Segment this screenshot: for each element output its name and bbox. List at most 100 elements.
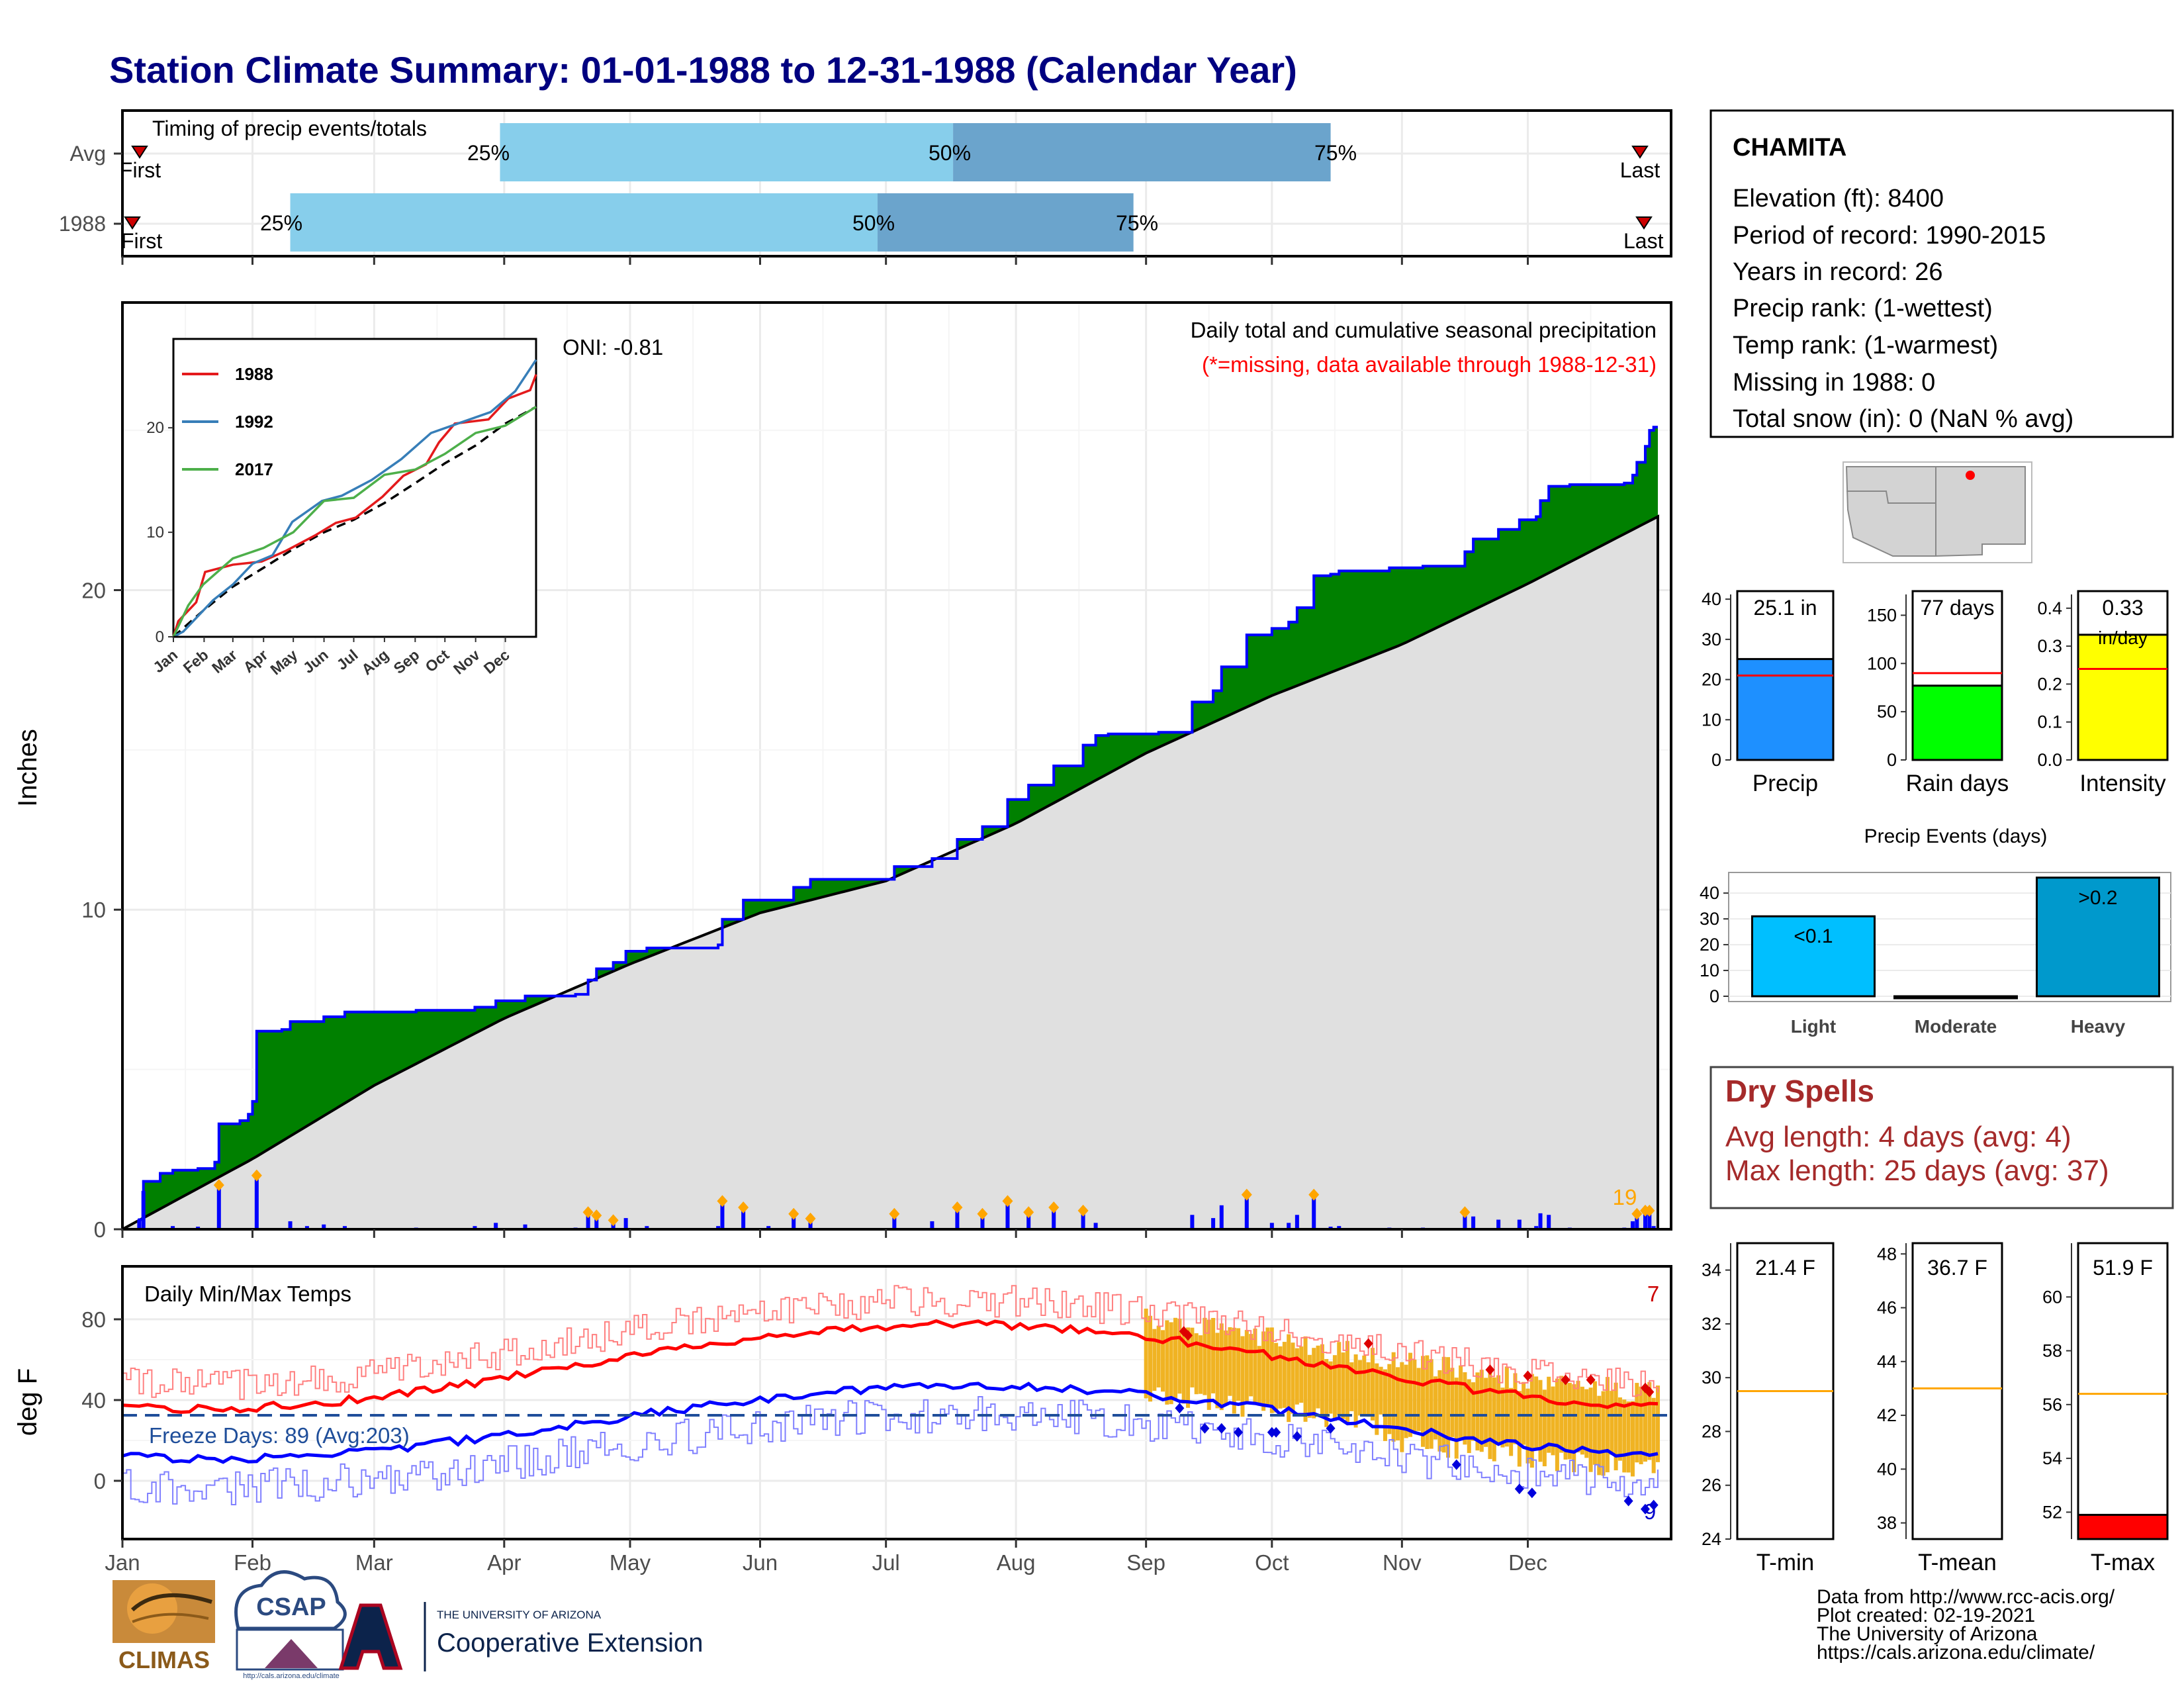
y-tick-label: 20 (81, 578, 106, 602)
temperature-anomaly-bar (1538, 1380, 1543, 1462)
temperature-anomaly-bar (1475, 1372, 1480, 1451)
record-low-marker (1451, 1459, 1461, 1470)
x-axis-month-labels: Jan Feb Mar Apr May Jun Jul Aug Sep Oct Nov Dec (105, 1539, 1547, 1575)
temp-bar-tick-label: 60 (2042, 1287, 2062, 1307)
temp-bar-tick-label: 30 (1702, 1368, 1721, 1387)
daily-precip-bar (1337, 1226, 1342, 1229)
temperature-anomaly-bar (1345, 1340, 1349, 1424)
temperature-anomaly-bar (1328, 1361, 1333, 1414)
temperature-anomaly-bar (1584, 1389, 1589, 1458)
mini-y-tick-label: 0.4 (2037, 598, 2062, 618)
temperature-anomaly-bar (1287, 1334, 1291, 1423)
temperature-anomaly-bar (1295, 1348, 1299, 1405)
temperature-anomaly-bar (1291, 1342, 1295, 1414)
university-of-arizona-logo: THE UNIVERSITY OF ARIZONA Cooperative Ex… (338, 1602, 703, 1671)
temp-bar-tick-label: 24 (1702, 1529, 1721, 1549)
month-label: May (610, 1550, 651, 1575)
temperature-anomaly-bar (1312, 1348, 1316, 1419)
station-location-dot (1966, 471, 1975, 480)
temp-bar-label: T-max (2091, 1550, 2156, 1575)
temperature-anomaly-bar (1437, 1370, 1442, 1452)
temperature-anomaly-bar (1412, 1359, 1417, 1433)
temp-bar-value-label: 36.7 F (1927, 1256, 1987, 1280)
dry-spells-title: Dry Spells (1725, 1074, 1874, 1108)
heavy-precip-marker (591, 1209, 602, 1222)
temperature-anomaly-bar (1165, 1320, 1169, 1405)
daily-precip-bar (1052, 1210, 1056, 1229)
mini-y-tick-label: 10 (1702, 710, 1721, 729)
record-low-marker (1292, 1430, 1302, 1442)
temperature-anomaly-bar (1572, 1384, 1576, 1473)
csap-wordmark: CSAP (256, 1593, 326, 1621)
temperature-anomaly-bar (1337, 1342, 1342, 1415)
temperature-anomaly-bar (1186, 1327, 1191, 1408)
daily-precip-bar (171, 1226, 175, 1229)
missing-note: (*=missing, data available through 1988-… (1202, 352, 1657, 377)
daily-precip-bar (322, 1224, 326, 1229)
station-missing: Missing in 1988: 0 (1733, 369, 1935, 397)
heavy-precip-marker (952, 1201, 963, 1214)
record-low-marker (1527, 1487, 1537, 1499)
temperature-anomaly-bar (1349, 1362, 1354, 1411)
daily-precip-bar (1630, 1221, 1635, 1229)
month-label: Feb (234, 1550, 271, 1575)
record-low-marker (1640, 1503, 1650, 1515)
event-category-label: Light (1791, 1016, 1836, 1037)
station-name: CHAMITA (1733, 134, 1846, 162)
hot-count: 7 (1647, 1282, 1659, 1306)
mini-y-tick-label: 100 (1867, 653, 1897, 673)
daily-precip-bar (1295, 1215, 1299, 1229)
dry-spells-avg: Avg length: 4 days (avg: 4) (1725, 1121, 2071, 1153)
temp-bar-value-label: 21.4 F (1755, 1256, 1815, 1280)
daily-precip-bar (792, 1216, 796, 1229)
daily-precip-bar (1647, 1213, 1652, 1229)
temperature-anomaly-bar (1492, 1377, 1496, 1462)
y-tick-label: 40 (81, 1388, 106, 1413)
temperature-anomaly-bar (1240, 1336, 1245, 1417)
temperature-anomaly-bar (1651, 1397, 1656, 1474)
temperature-anomaly-bar (1307, 1354, 1312, 1418)
daily-precip-bar (1081, 1213, 1085, 1229)
event-bar (2036, 876, 2160, 998)
temp-bar-frame (1911, 1242, 2003, 1540)
temperature-anomaly-bar (1190, 1327, 1195, 1387)
temperature-anomaly-bar (1580, 1386, 1584, 1455)
temperature-anomaly-bar (1610, 1391, 1614, 1455)
month-label: Oct (1255, 1550, 1289, 1575)
heavy-precip-marker (1459, 1206, 1471, 1219)
footer-line-3: The University of Arizona (1817, 1623, 2038, 1645)
daily-precip-bar (1219, 1205, 1224, 1229)
temperature-anomaly-bar (1534, 1376, 1539, 1449)
temperature-anomaly-bar (1265, 1327, 1270, 1407)
daily-precip-bar (594, 1218, 599, 1229)
heavy-precip-marker (1077, 1204, 1089, 1217)
temperature-anomaly-bar (1383, 1369, 1387, 1441)
month-label: Mar (355, 1550, 393, 1575)
mini-y-tick-label: 20 (1702, 670, 1721, 690)
year-q50-label: 50% (852, 211, 895, 235)
temperature-anomaly-bar (1446, 1357, 1451, 1458)
station-elevation: Elevation (ft): 8400 (1733, 185, 1944, 212)
daily-precip-bar (623, 1218, 628, 1229)
record-low-marker (1326, 1423, 1336, 1434)
daily-precip-bar (304, 1226, 309, 1229)
event-bar-tag: <0.1 (1794, 925, 1833, 947)
daily-precip-bar (1538, 1213, 1543, 1229)
temperature-anomaly-bar (1366, 1362, 1371, 1417)
temperature-anomaly-bar (1357, 1360, 1362, 1416)
temperature-anomaly-bar (1152, 1329, 1157, 1391)
heavy-precip-marker (582, 1206, 594, 1219)
temperature-anomaly-bar (1626, 1401, 1631, 1473)
record-low-marker (1175, 1403, 1185, 1414)
temperature-anomaly-bar (1316, 1345, 1320, 1409)
temperature-anomaly-bar (1362, 1355, 1367, 1417)
mini-bar-value (1911, 684, 2003, 761)
temperature-anomaly-bar (1169, 1322, 1173, 1405)
temperature-anomaly-bar (1656, 1385, 1660, 1462)
record-high-marker (1561, 1374, 1570, 1385)
mini-bar-value-label: 77 days (1920, 596, 1994, 620)
station-info-box: CHAMITA Elevation (ft): 8400 Period of r… (1709, 109, 2174, 438)
month-label: Jun (743, 1550, 778, 1575)
daily-precip-bar (216, 1188, 221, 1229)
oni-label: ONI: -0.81 (563, 335, 663, 359)
